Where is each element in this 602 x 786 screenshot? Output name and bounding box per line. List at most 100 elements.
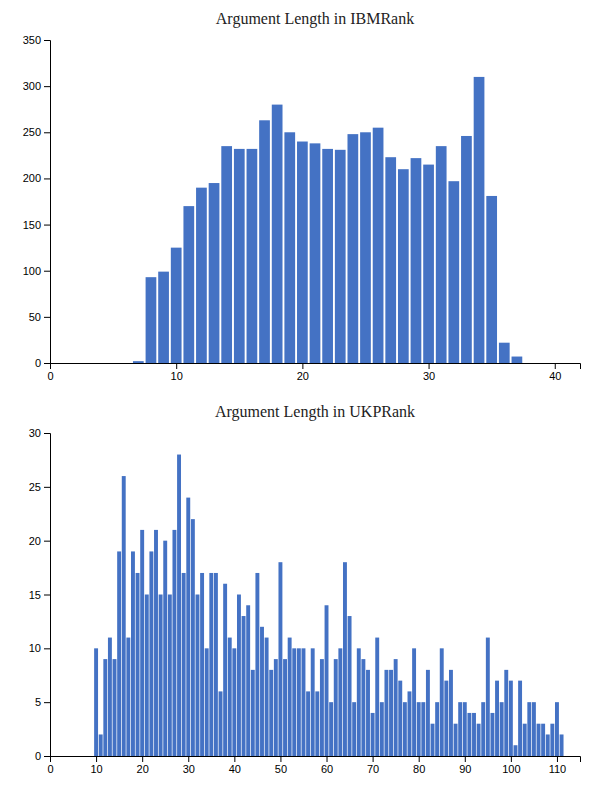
bar: [237, 595, 241, 757]
tick: 70: [367, 756, 379, 775]
bar: [149, 551, 153, 756]
tick-mark: [44, 756, 50, 757]
bar: [259, 120, 270, 363]
bar: [158, 272, 169, 363]
chart-title: Argument Length in UKPRank: [215, 403, 415, 421]
bar: [500, 702, 504, 756]
bar: [182, 573, 186, 756]
tick-label: 40: [549, 370, 561, 382]
bars: [133, 77, 522, 363]
tick: 100: [23, 265, 50, 277]
bar: [408, 691, 412, 756]
bar: [537, 724, 541, 756]
bar: [108, 638, 112, 756]
tick: 300: [23, 80, 50, 92]
bar: [518, 681, 522, 756]
x-axis: 0102030405060708090100110: [47, 756, 580, 775]
tick: 150: [23, 219, 50, 231]
bar: [546, 734, 550, 756]
bar: [472, 713, 476, 756]
bar: [532, 702, 536, 756]
tick-mark: [373, 756, 374, 762]
bar: [122, 476, 126, 756]
bar: [186, 498, 190, 756]
tick-mark: [429, 363, 430, 369]
axis-line: [51, 364, 581, 370]
tick-mark: [302, 363, 303, 369]
tick: 40: [229, 756, 241, 775]
tick-label: 200: [23, 172, 41, 184]
tick: 50: [29, 311, 50, 323]
bar: [242, 616, 246, 756]
bar: [499, 343, 510, 363]
bar: [481, 702, 485, 756]
tick: 250: [23, 126, 50, 138]
bar: [509, 681, 513, 756]
tick-label: 100: [23, 265, 41, 277]
tick-mark: [327, 756, 328, 762]
tick-mark: [44, 648, 50, 649]
bar: [385, 157, 396, 363]
tick: 30: [423, 363, 435, 382]
bar: [154, 530, 158, 756]
tick: 0: [35, 750, 50, 762]
bar: [232, 648, 236, 756]
bar: [461, 136, 472, 363]
tick: 110: [549, 756, 567, 775]
tick: 60: [321, 756, 333, 775]
tick-mark: [44, 541, 50, 542]
tick: 0: [35, 357, 50, 369]
tick-label: 60: [321, 763, 333, 775]
tick-mark: [511, 756, 512, 762]
bar: [348, 616, 352, 756]
tick-mark: [176, 363, 177, 369]
bar: [302, 648, 306, 756]
bar: [228, 638, 232, 756]
tick-mark: [555, 363, 556, 369]
bar: [486, 196, 497, 363]
bar: [394, 659, 398, 756]
tick: 80: [413, 756, 425, 775]
bar: [514, 745, 518, 756]
figure: 010203040050100150200250300350Argument L…: [0, 0, 602, 786]
tick: 20: [297, 363, 309, 382]
tick-mark: [44, 317, 50, 318]
bar: [398, 681, 402, 756]
tick-label: 40: [229, 763, 241, 775]
bar: [335, 150, 346, 363]
bar: [389, 670, 393, 756]
tick: 200: [23, 172, 50, 184]
tick-mark: [44, 487, 50, 488]
tick-label: 20: [297, 370, 309, 382]
bar: [221, 146, 232, 363]
bar: [99, 734, 103, 756]
bar: [136, 573, 140, 756]
bar: [269, 670, 273, 756]
tick-mark: [234, 756, 235, 762]
bar: [172, 530, 176, 756]
bar: [297, 142, 308, 363]
bar: [477, 724, 481, 756]
bar: [315, 691, 319, 756]
bar: [523, 724, 527, 756]
tick-mark: [44, 178, 50, 179]
bar: [527, 702, 531, 756]
tick-label: 250: [23, 126, 41, 138]
bar: [490, 713, 494, 756]
bar: [214, 573, 218, 756]
tick-label: 80: [413, 763, 425, 775]
tick-mark: [465, 756, 466, 762]
bar: [360, 132, 371, 363]
bar: [223, 584, 227, 756]
bar: [246, 605, 250, 756]
bar: [412, 648, 416, 756]
bar: [177, 455, 181, 756]
tick-mark: [44, 271, 50, 272]
tick-label: 10: [171, 370, 183, 382]
bar: [145, 595, 149, 757]
bar: [560, 734, 564, 756]
bar: [168, 595, 172, 757]
bar: [163, 541, 167, 756]
bar: [284, 132, 295, 363]
bar: [357, 648, 361, 756]
